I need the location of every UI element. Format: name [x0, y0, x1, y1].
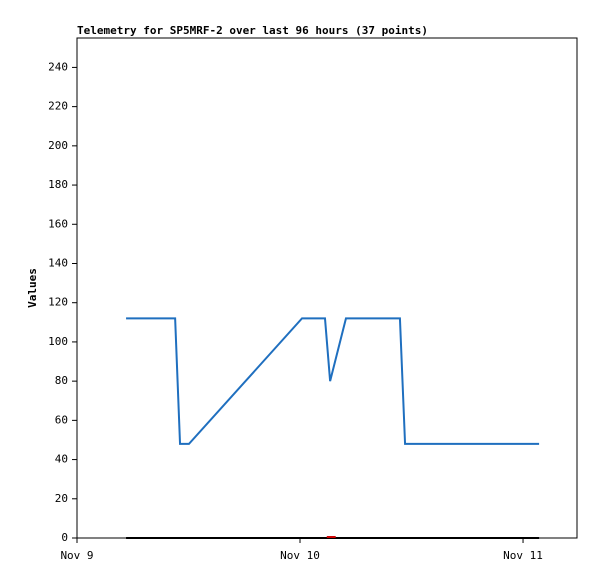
y-tick-label: 80 — [55, 374, 68, 387]
y-tick-label: 180 — [48, 178, 68, 191]
y-tick-label: 120 — [48, 296, 68, 309]
chart-title: Telemetry for SP5MRF-2 over last 96 hour… — [77, 24, 428, 37]
y-tick-label: 0 — [61, 531, 68, 544]
series-line — [126, 317, 540, 445]
y-tick-label: 60 — [55, 413, 68, 426]
y-tick-label: 100 — [48, 335, 68, 348]
x-tick-label: Nov 11 — [503, 549, 543, 562]
y-tick-label: 220 — [48, 100, 68, 113]
x-tick-label: Nov 10 — [280, 549, 320, 562]
y-tick-label: 160 — [48, 217, 68, 230]
y-tick-label: 140 — [48, 256, 68, 269]
y-axis-label: Values — [26, 268, 39, 308]
x-tick-label: Nov 9 — [60, 549, 93, 562]
y-tick-label: 20 — [55, 492, 68, 505]
y-tick-label: 200 — [48, 139, 68, 152]
y-tick-label: 40 — [55, 453, 68, 466]
y-tick-label: 240 — [48, 60, 68, 73]
